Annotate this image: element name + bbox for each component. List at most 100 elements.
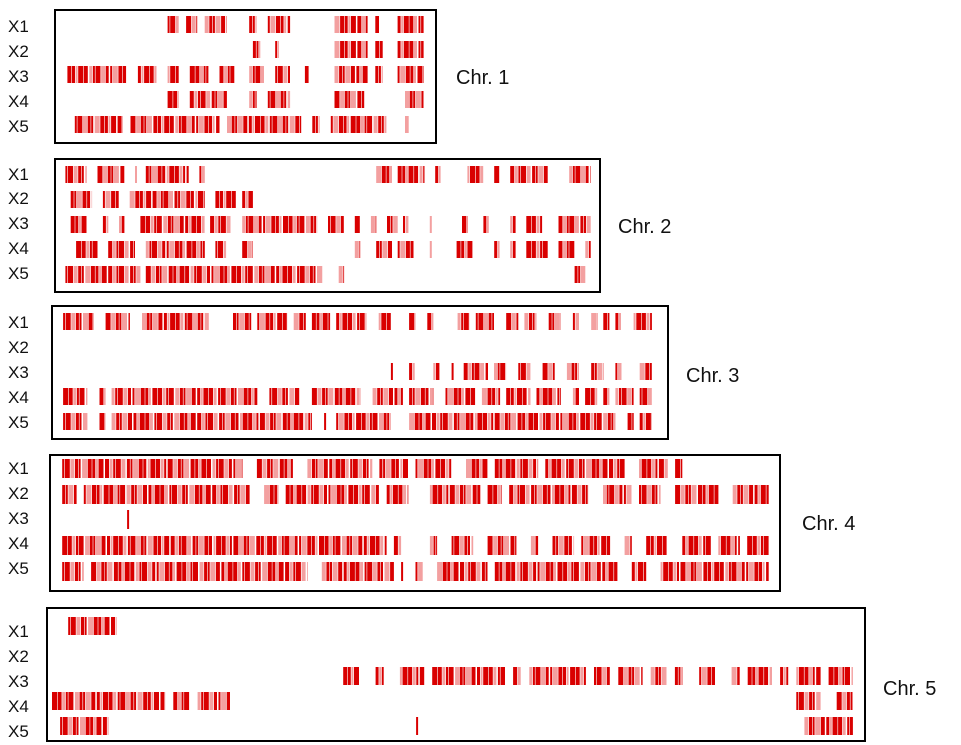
track-mark [572, 388, 575, 405]
track-mark [131, 485, 135, 504]
track-mark [237, 116, 243, 133]
track-mark [237, 485, 240, 504]
track-mark [103, 485, 109, 504]
track-mark [494, 562, 499, 581]
track-mark [233, 536, 239, 555]
chromosome-panel-2: X1 X2 X3 X4 X5 Chr. 2 [8, 158, 671, 293]
row-label-x1: X1 [8, 165, 29, 184]
track-mark [278, 536, 282, 555]
track-mark [330, 216, 336, 233]
track-mark [329, 536, 333, 555]
track-mark [479, 459, 482, 478]
track-mark [319, 536, 324, 555]
track-mark [112, 241, 116, 258]
track-mark [586, 216, 591, 233]
track-mark [475, 166, 480, 183]
track-mark [304, 66, 309, 83]
track-mark [234, 485, 238, 504]
track-mark [347, 667, 351, 685]
track-mark [227, 562, 233, 581]
track-mark [76, 536, 78, 555]
track-mark [177, 91, 179, 108]
track-mark [402, 166, 406, 183]
track-mark [159, 562, 165, 581]
track-mark [245, 216, 248, 233]
track-mark [162, 413, 167, 430]
track-mark [162, 241, 166, 258]
track-mark [826, 717, 830, 735]
track-mark [139, 413, 145, 430]
track-mark [595, 388, 598, 405]
track-mark [174, 413, 180, 430]
track-mark [78, 66, 84, 83]
track-mark [197, 388, 201, 405]
track-mark [577, 363, 579, 380]
track-mark [632, 667, 635, 685]
track-mark [249, 91, 253, 108]
tracks-chr3 [63, 313, 652, 430]
track-mark [244, 562, 250, 581]
track-mark [276, 266, 280, 283]
track-mark [431, 459, 434, 478]
track-mark [481, 388, 487, 405]
track-mark [98, 459, 104, 478]
track-mark [429, 536, 433, 555]
track-mark [639, 413, 643, 430]
track-mark [429, 485, 432, 504]
track-mark [204, 536, 209, 555]
track-mark [79, 413, 82, 430]
track-mark [513, 667, 518, 685]
track-mark [497, 667, 500, 685]
track-mark [639, 459, 641, 478]
track-mark [379, 241, 382, 258]
track-mark [540, 216, 543, 233]
track-mark [734, 536, 737, 555]
track-mark [696, 562, 702, 581]
track-mark [63, 313, 66, 330]
track-mark [563, 241, 567, 258]
track-mark [252, 66, 255, 83]
track-mark [394, 388, 398, 405]
track-mark [386, 313, 391, 330]
track-mark [554, 485, 560, 504]
track-mark [412, 667, 416, 685]
track-mark [140, 116, 144, 133]
track-mark [554, 313, 560, 330]
track-mark [812, 692, 815, 710]
track-mark [376, 241, 380, 258]
track-mark [181, 459, 184, 478]
track-mark [127, 510, 130, 529]
track-mark [743, 485, 749, 504]
track-mark [115, 459, 121, 478]
track-mark [438, 485, 443, 504]
track-mark [259, 313, 265, 330]
track-mark [520, 363, 526, 380]
track-mark [85, 536, 90, 555]
track-mark [175, 536, 179, 555]
track-mark [398, 536, 402, 555]
track-mark [152, 166, 157, 183]
track-mark [62, 459, 65, 478]
track-mark [497, 363, 500, 380]
track-mark [390, 363, 393, 380]
track-mark [572, 313, 575, 330]
track-mark [760, 485, 766, 504]
track-mark [491, 413, 494, 430]
track-mark [342, 313, 348, 330]
track-mark [215, 16, 221, 33]
track-mark [100, 485, 103, 504]
track-mark [156, 459, 160, 478]
track-mark [221, 536, 226, 555]
track-mark [105, 413, 106, 430]
track-mark [552, 485, 554, 504]
track-mark [99, 413, 105, 430]
track-mark [104, 116, 108, 133]
track-mark [249, 16, 253, 33]
track-mark [212, 116, 215, 133]
track-mark [461, 241, 465, 258]
track-mark [239, 536, 243, 555]
track-mark [83, 485, 86, 504]
row-labels-chr1: X1 X2 X3 X4 X5 [8, 17, 29, 136]
track-mark [542, 485, 547, 504]
track-mark [176, 562, 182, 581]
